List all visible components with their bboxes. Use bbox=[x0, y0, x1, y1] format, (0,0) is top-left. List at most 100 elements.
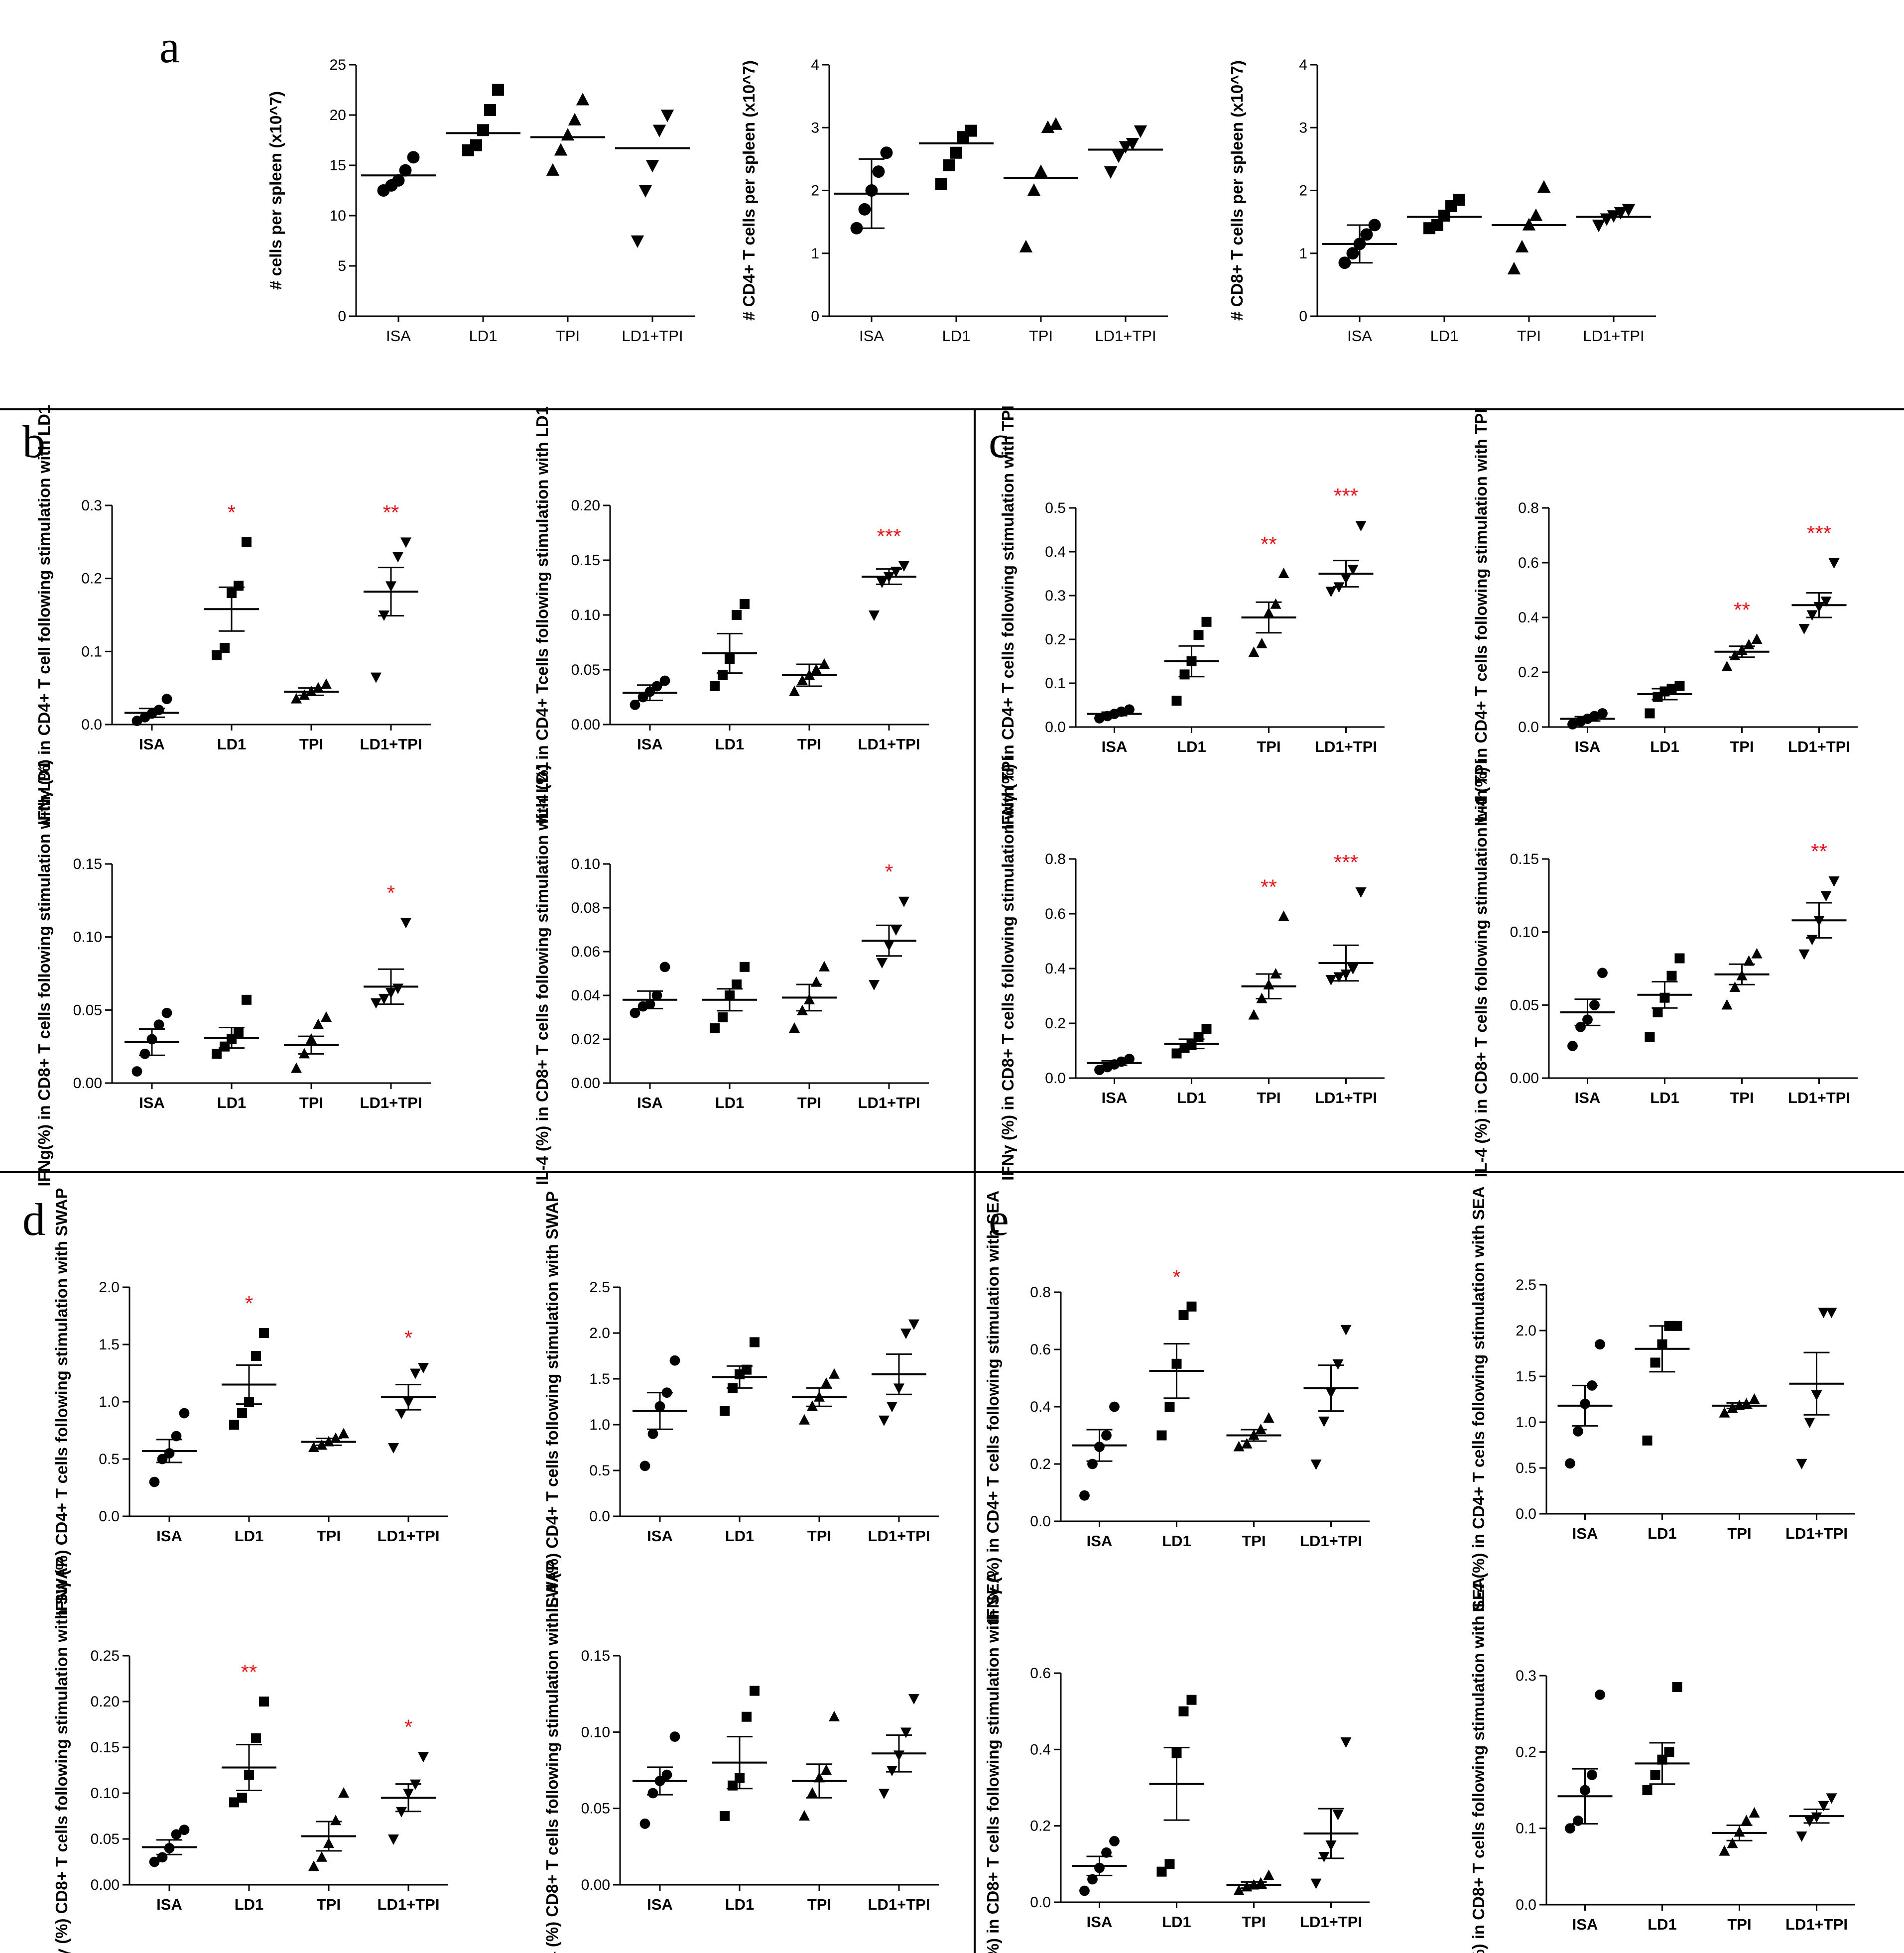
data-point bbox=[1666, 971, 1677, 981]
y-tick-label: 0.0 bbox=[1045, 719, 1066, 735]
data-point bbox=[660, 110, 674, 122]
y-tick-label: 1.5 bbox=[589, 1371, 610, 1387]
data-point bbox=[887, 1402, 897, 1413]
data-point bbox=[1027, 183, 1041, 196]
data-point bbox=[371, 672, 381, 683]
x-tick-label: LD1 bbox=[725, 1527, 755, 1545]
data-point bbox=[400, 918, 411, 929]
x-tick-label: LD1 bbox=[1650, 738, 1679, 755]
x-tick-label: ISA bbox=[647, 1896, 673, 1913]
x-tick-label: TPI bbox=[1257, 738, 1280, 755]
data-point bbox=[789, 686, 800, 696]
y-tick-label: 0.1 bbox=[81, 643, 102, 660]
data-point bbox=[1360, 228, 1373, 241]
x-tick-label: ISA bbox=[139, 735, 165, 753]
data-point bbox=[1749, 1393, 1760, 1404]
y-tick-label: 0.02 bbox=[571, 1031, 600, 1048]
data-point bbox=[1109, 1835, 1120, 1846]
data-point bbox=[1340, 1325, 1352, 1336]
data-point bbox=[492, 84, 504, 96]
data-point bbox=[1087, 1874, 1098, 1885]
y-tick-label: 1.5 bbox=[99, 1337, 120, 1353]
y-tick-label: 0.2 bbox=[1030, 1456, 1051, 1472]
data-point bbox=[1804, 1418, 1815, 1428]
x-tick-label: TPI bbox=[317, 1896, 341, 1913]
data-point bbox=[1727, 1837, 1738, 1848]
data-point bbox=[1178, 1706, 1189, 1716]
data-point bbox=[338, 1428, 349, 1439]
data-point bbox=[669, 1355, 680, 1366]
y-tick-label: 5 bbox=[338, 258, 346, 274]
x-tick-label: TPI bbox=[299, 735, 323, 753]
data-point bbox=[242, 537, 252, 547]
data-point bbox=[259, 1328, 269, 1338]
y-tick-label: 0.04 bbox=[571, 987, 600, 1004]
data-point bbox=[718, 1012, 728, 1022]
chart-e1: 0.0 0.2 0.4 0.6 0.8 ISA LD1 TPI LD1+TPI IFNγ (%) … bbox=[984, 1191, 1370, 1623]
data-point bbox=[392, 174, 405, 187]
y-tick-label: 0.05 bbox=[581, 1801, 610, 1817]
x-tick-label: LD1 bbox=[235, 1527, 264, 1545]
significance-label: ** bbox=[383, 500, 399, 524]
x-tick-label: LD1+TPI bbox=[1300, 1913, 1362, 1931]
data-point bbox=[1751, 948, 1763, 959]
y-tick-label: 0.5 bbox=[1516, 1460, 1536, 1476]
data-point bbox=[153, 1019, 164, 1030]
chart-a3: 0 1 2 3 4 ISA LD1 TPI LD1+TPI # CD8+ T cells per … bbox=[1228, 57, 1656, 345]
x-tick-label: LD1 bbox=[469, 327, 498, 345]
data-point bbox=[1340, 1737, 1352, 1748]
x-tick-label: LD1 bbox=[1162, 1532, 1191, 1550]
data-point bbox=[1186, 1301, 1197, 1312]
y-axis-label: IL-4 (%) in CD8+ T cells following stimu… bbox=[533, 762, 551, 1185]
data-point bbox=[1186, 1695, 1197, 1705]
data-point bbox=[720, 1811, 730, 1821]
y-tick-label: 0.15 bbox=[91, 1739, 120, 1756]
data-point bbox=[1642, 1785, 1652, 1795]
significance-label: * bbox=[245, 1292, 253, 1315]
data-point bbox=[732, 610, 742, 620]
data-point bbox=[1537, 180, 1551, 193]
y-tick-label: 2.0 bbox=[589, 1325, 610, 1342]
data-point bbox=[1804, 1816, 1815, 1827]
x-tick-label: ISA bbox=[1102, 1089, 1128, 1106]
data-point bbox=[568, 113, 582, 125]
data-point bbox=[1101, 1430, 1112, 1441]
significance-label: * bbox=[228, 500, 236, 524]
data-point bbox=[1355, 521, 1367, 532]
data-point bbox=[410, 1368, 421, 1379]
data-point bbox=[1094, 1065, 1105, 1075]
data-point bbox=[576, 93, 590, 106]
data-point bbox=[740, 962, 750, 972]
panel-letter-b: b bbox=[22, 416, 45, 467]
x-tick-label: ISA bbox=[386, 327, 411, 345]
data-point bbox=[631, 235, 644, 248]
y-tick-label: 0 bbox=[811, 308, 819, 325]
data-point bbox=[1310, 1878, 1322, 1889]
data-point bbox=[1743, 955, 1755, 966]
chart-c4: 0.00 0.05 0.10 0.15 ISA LD1 TPI LD1+TPI IL-4 (%)… bbox=[1472, 760, 1858, 1177]
y-tick-label: 4 bbox=[1299, 57, 1307, 73]
x-tick-label: LD1 bbox=[1177, 738, 1206, 755]
x-tick-label: LD1+TPI bbox=[1095, 327, 1156, 345]
y-tick-label: 0.0 bbox=[1518, 719, 1539, 735]
y-tick-label: 1.0 bbox=[99, 1394, 120, 1410]
data-point bbox=[546, 163, 560, 176]
data-point bbox=[1079, 1490, 1090, 1501]
data-point bbox=[1278, 910, 1289, 921]
data-point bbox=[1587, 1769, 1597, 1780]
data-point bbox=[1672, 1321, 1682, 1331]
data-point bbox=[1119, 141, 1133, 154]
data-point bbox=[877, 958, 888, 969]
data-point bbox=[321, 678, 332, 689]
data-point bbox=[821, 1764, 832, 1775]
y-tick-label: 0.15 bbox=[73, 856, 102, 872]
y-tick-label: 0.15 bbox=[1510, 851, 1539, 867]
data-point bbox=[710, 1023, 720, 1033]
y-tick-label: 0.6 bbox=[1030, 1665, 1051, 1682]
y-tick-label: 0.4 bbox=[1045, 961, 1066, 977]
data-point bbox=[1178, 1310, 1189, 1320]
x-tick-label: LD1+TPI bbox=[868, 1896, 930, 1913]
data-point bbox=[1595, 1689, 1605, 1700]
y-tick-label: 0.2 bbox=[1518, 664, 1539, 681]
